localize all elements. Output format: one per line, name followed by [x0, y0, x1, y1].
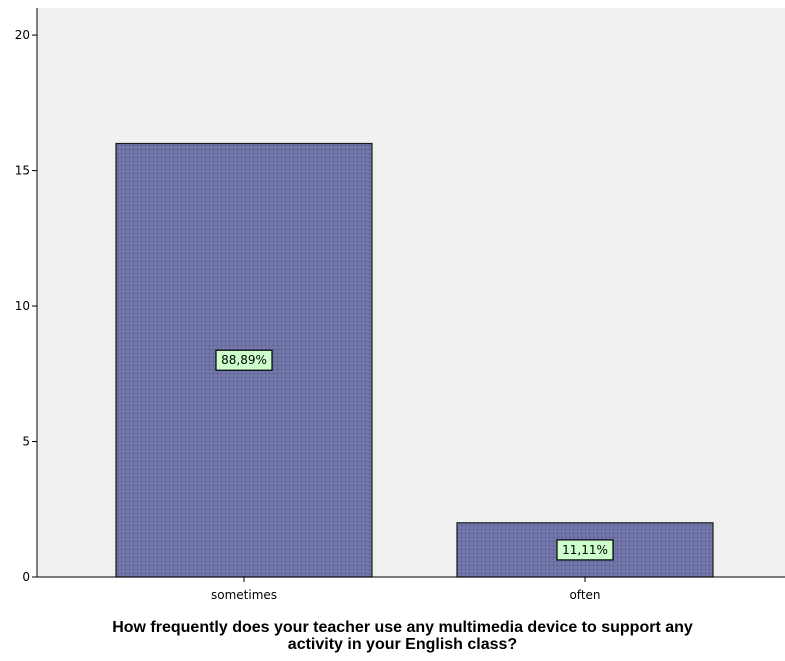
data-labels: 88,89% 11,11% — [215, 349, 614, 561]
data-label-box — [556, 539, 614, 561]
data-label-text: 11,11% — [562, 543, 608, 557]
y-axis: 0 5 10 15 20 — [15, 8, 38, 584]
data-label-box — [215, 349, 273, 371]
y-tick-label: 5 — [22, 435, 30, 449]
x-tick-label-sometimes: sometimes — [211, 588, 277, 602]
x-axis: sometimes often — [37, 576, 785, 602]
data-label-often: 11,11% — [556, 539, 614, 561]
y-tick-label: 20 — [15, 28, 30, 42]
y-tick-label: 10 — [15, 299, 30, 313]
x-axis-title: How frequently does your teacher use any… — [112, 619, 693, 653]
data-label-sometimes: 88,89% — [215, 349, 273, 371]
data-label-text: 88,89% — [221, 353, 267, 367]
y-tick-label: 15 — [15, 164, 30, 178]
x-tick-label-often: often — [569, 588, 600, 602]
y-tick-label: 0 — [22, 570, 30, 584]
